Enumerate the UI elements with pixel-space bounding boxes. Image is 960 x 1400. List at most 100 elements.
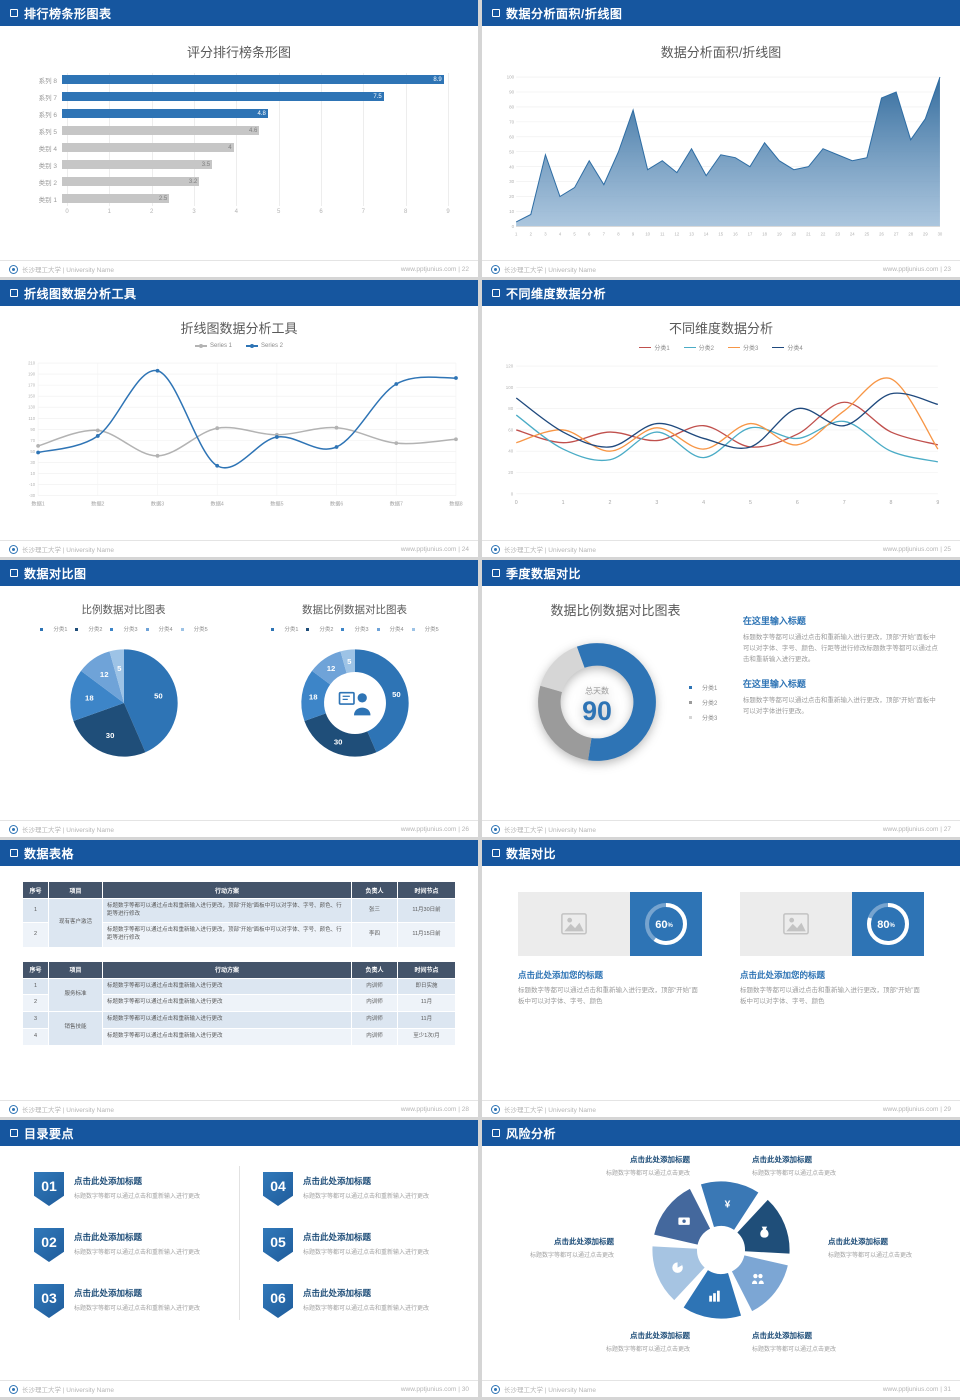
stat-cards: 60% 点击此处添加您的标题 标题数字等都可以通过点击和重新输入进行更改，顶部“开始…	[518, 892, 924, 1007]
table-cell: 李四	[351, 922, 398, 948]
slide-28-data-tables[interactable]: 数据表格 序号 项目 行动方案 负责人 时间节点 1 现有客户激活 标题数字等都可以通过点击和…	[0, 840, 478, 1117]
bar-track: 7.5	[62, 92, 448, 101]
table-row: 2 标题数字等都可以通过点击和重新输入进行更改 内训师 11月	[22, 994, 456, 1013]
donut-chart: 总天数 90	[498, 627, 672, 777]
table-cell: 标题数字等都可以通过点击和重新输入进行更改	[102, 1011, 352, 1029]
chart-legend: 分类1 分类2 分类3	[688, 683, 717, 722]
svg-text:¥: ¥	[725, 1199, 731, 1210]
footer-page-number: 23	[943, 265, 951, 273]
footer-separator: |	[456, 265, 462, 273]
table-header-cell: 序号	[22, 881, 49, 899]
footer-separator: |	[456, 1385, 462, 1393]
legend-label: Series 2	[261, 343, 284, 349]
line-chart-svg: 0 20 40 60 80 100 120 0 1 2 3 4 5 6 7 8 9	[506, 364, 940, 506]
y-tick-label: 60	[508, 427, 513, 432]
chart-legend: 分类1 分类2 分类3 分类4 分类5	[270, 625, 439, 633]
legend-marker	[772, 346, 785, 349]
pinwheel-blade	[652, 1246, 705, 1301]
legend-label: 分类3	[354, 627, 369, 633]
footer-site: www.pptjunius.com	[882, 1385, 939, 1393]
university-logo-icon	[491, 824, 500, 834]
stat-card: 60% 点击此处添加您的标题 标题数字等都可以通过点击和重新输入进行更改，顶部“开始…	[518, 892, 702, 1007]
pie-slice	[80, 651, 124, 703]
slide-body: 比例数据对比图表 分类1 分类2 分类3 分类4 分类5 50 30 18 12 5 数据比例数…	[0, 586, 478, 820]
bar-value-label: 4.8	[257, 110, 266, 117]
block-heading: 在这里输入标题	[742, 679, 806, 690]
y-tick-label: 40	[509, 164, 515, 169]
block-body: 标题数字等都可以通过点击和重新输入进行更改，顶部“开始”面板中可以对字体进行更改…	[742, 697, 936, 716]
table-cell: 4	[22, 1027, 49, 1046]
x-tick-label: 5	[749, 500, 752, 506]
x-tick-label: 数据3	[151, 500, 164, 508]
slide-27-quarter-donut[interactable]: 季度数据对比 数据比例数据对比图表 总天数 90 分类1 分类2 分类3 在这里输入标…	[482, 560, 960, 837]
slide-29-progress-compare[interactable]: 数据对比 60% 点击此处添加您的标题 标题数字等都可以通过点击和重新输入进行更改，…	[482, 840, 960, 1117]
bar: 4.6	[62, 126, 260, 135]
y-tick-label: 70	[509, 119, 515, 124]
donut-slice	[540, 646, 585, 692]
chart-title: 数据比例数据对比图表	[302, 604, 407, 616]
data-point	[334, 425, 339, 430]
square-bullet-icon	[10, 569, 18, 577]
pie-slice	[69, 670, 124, 721]
slide-22-ranking-bar[interactable]: 排行榜条形图表 评分排行榜条形图 系列 8 8.9 系列 7 7.5 系列 6 4.8 系列…	[0, 0, 478, 277]
legend-label: Series 1	[209, 343, 232, 349]
data-point	[36, 450, 41, 455]
image-placeholder	[518, 892, 630, 956]
x-tick-label: 7	[603, 231, 606, 236]
chart-title: 折线图数据分析工具	[180, 321, 298, 336]
x-tick-label: 14	[704, 231, 709, 236]
risk-label: 点击此处添加标题 标题数字等都可以通过点击更改	[540, 1330, 690, 1353]
slide-24-line-tool[interactable]: 折线图数据分析工具 折线图数据分析工具 Series 1 Series 2 -30…	[0, 280, 478, 557]
x-tick-label: 数据2	[91, 500, 104, 508]
footer-page-number: 30	[461, 1385, 469, 1393]
bar-value-label: 4.6	[248, 127, 258, 134]
pie-slice	[123, 649, 178, 753]
slide-body: 数据分析面积/折线图 0 10 20 30 40 50 60 70 80 90 100 1 2 3 4 5 6 7…	[482, 26, 960, 260]
y-tick-label: 70	[30, 438, 35, 443]
table-header-cell: 行动方案	[102, 881, 352, 899]
toc-item: 02 点击此处添加标题 标题数字等都可以通过点击和重新输入进行更改	[34, 1228, 215, 1262]
x-tick-label: 7	[843, 500, 846, 506]
toc-item: 01 点击此处添加标题 标题数字等都可以通过点击和重新输入进行更改	[34, 1172, 215, 1206]
slide-body: 01 点击此处添加标题 标题数字等都可以通过点击和重新输入进行更改 04 点击此处添加标…	[0, 1146, 478, 1380]
number-badge: 05	[263, 1228, 293, 1262]
data-point	[334, 445, 339, 449]
table-row: 3 销售技能 标题数字等都可以通过点击和重新输入进行更改 内训师 11月	[22, 1011, 456, 1046]
area-fill	[516, 77, 940, 227]
x-tick-label: 0	[515, 500, 518, 506]
pie-svg: 50 30 18 12 5	[69, 649, 178, 757]
bar-track: 3.5	[62, 160, 448, 169]
bar-row: 系列 5 4.6	[26, 122, 448, 139]
y-tick-label: 50	[30, 449, 35, 454]
slide-31-risk-analysis[interactable]: 风险分析 ¥ 点击此处添加标题 标题数字等都可以通过点击更改 点击此处添加标题 标题数字…	[482, 1120, 960, 1397]
x-tick-label: 3	[655, 500, 658, 506]
footer-university-text: 长沙理工大学 | University Name	[22, 827, 114, 834]
table-header-cell: 负责人	[351, 960, 398, 979]
table-cell: 标题数字等都可以通过点击和重新输入进行更改，顶部“开始”面板中可以对字体、字号、…	[102, 897, 352, 924]
x-tick-label: 25	[865, 231, 870, 236]
slide-25-multi-line[interactable]: 不同维度数据分析 不同维度数据分析 分类1 分类2 分类3 分类4 0 20 40 60 80…	[482, 280, 960, 557]
chart-title: 比例数据对比图表	[81, 604, 166, 616]
pie-chart: 50 30 18 12 5	[60, 639, 188, 767]
y-tick-label: 80	[509, 105, 515, 110]
slide-header: 目录要点	[0, 1120, 478, 1146]
slide-26-pie-compare[interactable]: 数据对比图 比例数据对比图表 分类1 分类2 分类3 分类4 分类5 50 30 18 12 5…	[0, 560, 478, 837]
bar-category-label: 系列 5	[38, 128, 57, 136]
x-tick-label: 数据5	[270, 500, 283, 508]
slice-value-label: 18	[308, 692, 317, 701]
legend-marker	[688, 714, 693, 720]
x-tick-label: 28	[908, 231, 913, 236]
x-tick-label: 4	[234, 209, 238, 215]
pie-slice	[72, 703, 145, 757]
bar-track: 4	[62, 143, 448, 152]
x-tick-label: 12	[675, 231, 680, 236]
presenter-icon	[338, 691, 370, 716]
slide-30-toc-points[interactable]: 目录要点 01 点击此处添加标题 标题数字等都可以通过点击和重新输入进行更改 04 点击…	[0, 1120, 478, 1397]
data-table: 序号 项目 行动方案 负责人 时间节点 1 服务标准 标题数字等都可以通过点击和重新输入进行更…	[22, 960, 456, 1046]
table-cell: 1	[22, 897, 49, 924]
legend-label: 分类4	[158, 627, 173, 633]
slide-23-area-chart[interactable]: 数据分析面积/折线图 数据分析面积/折线图 0 10 20 30 40 50 60 70 80 9…	[482, 0, 960, 277]
footer-page-number: 26	[461, 825, 469, 833]
card-body: 标题数字等都可以通过点击和重新输入进行更改，顶部“开始”面板中可以对字体、字号、…	[740, 987, 920, 1005]
